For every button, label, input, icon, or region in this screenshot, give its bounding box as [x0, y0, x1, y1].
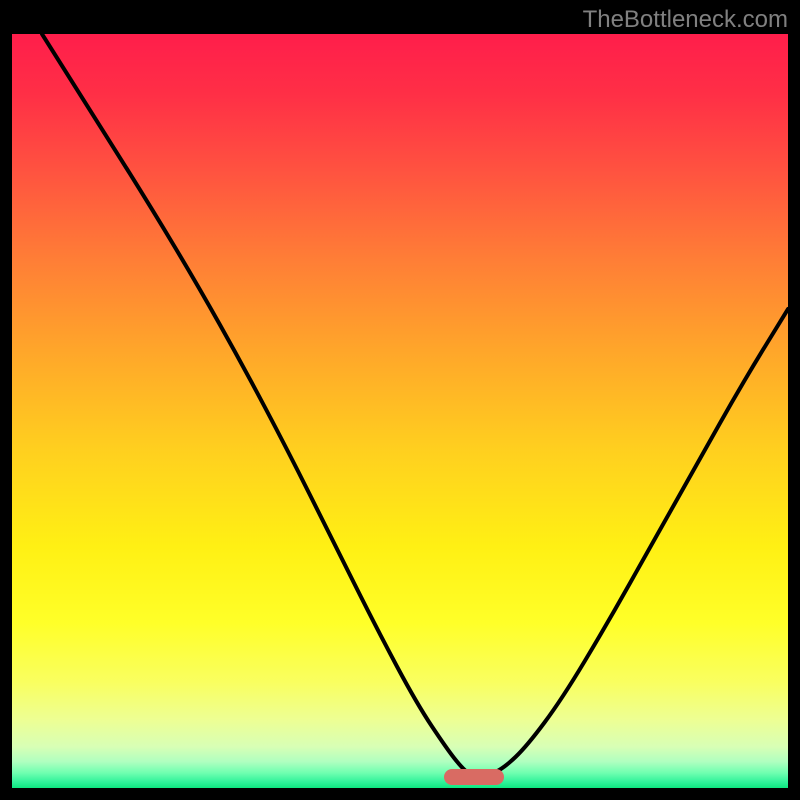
- watermark-text: TheBottleneck.com: [583, 6, 788, 34]
- bottleneck-curve: [12, 34, 788, 788]
- plot-area: [12, 34, 788, 788]
- optimal-range-marker: [444, 769, 504, 785]
